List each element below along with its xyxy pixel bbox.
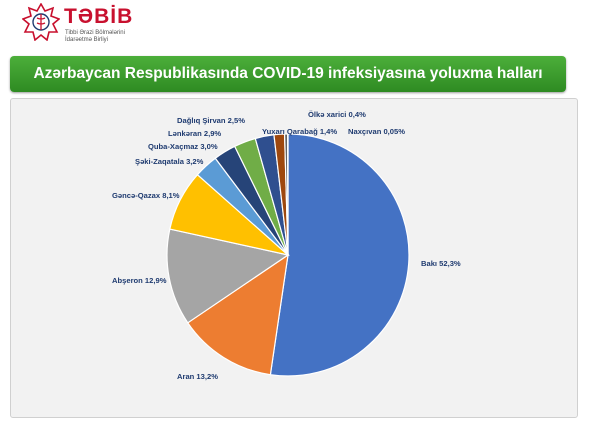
pie-label-11: Naxçıvan 0,05%: [348, 127, 405, 136]
pie-label-8: Dağlıq Şirvan 2,5%: [177, 116, 245, 125]
logo-name: TƏBİB: [64, 5, 134, 28]
pie-slice-3: [166, 228, 290, 324]
pie-label-3: Abşeron 12,9%: [112, 276, 167, 285]
tebib-emblem-icon: [22, 3, 60, 41]
tebib-logo: TƏBİB Tibbi Ərazi Bölmələrini İdarəetmə …: [22, 3, 162, 49]
pie-label-4: Gəncə-Qazax 8,1%: [112, 191, 180, 200]
logo-subtitle-line1: Tibbi Ərazi Bölmələrini: [65, 30, 125, 36]
logo-subtitle-line2: İdarəetmə Birliyi: [65, 37, 109, 43]
logo-subtitle: Tibbi Ərazi Bölmələrini İdarəetmə Birliy…: [65, 30, 155, 44]
pie-slice-1: [269, 133, 410, 377]
pie-label-10: Ölkə xarici 0,4%: [308, 110, 366, 119]
pie-label-9: Yuxarı Qarabağ 1,4%: [262, 127, 337, 136]
pie-label-2: Aran 13,2%: [177, 372, 218, 381]
pie-label-7: Lənkəran 2,9%: [168, 129, 221, 138]
pie-label-6: Quba-Xaçmaz 3,0%: [148, 142, 218, 151]
chart-title: Azərbaycan Respublikasında COVID-19 infe…: [10, 56, 566, 92]
pie-label-5: Şəki-Zaqatala 3,2%: [135, 157, 204, 166]
pie-slice-2: [186, 253, 289, 376]
pie-label-1: Bakı 52,3%: [421, 259, 461, 268]
